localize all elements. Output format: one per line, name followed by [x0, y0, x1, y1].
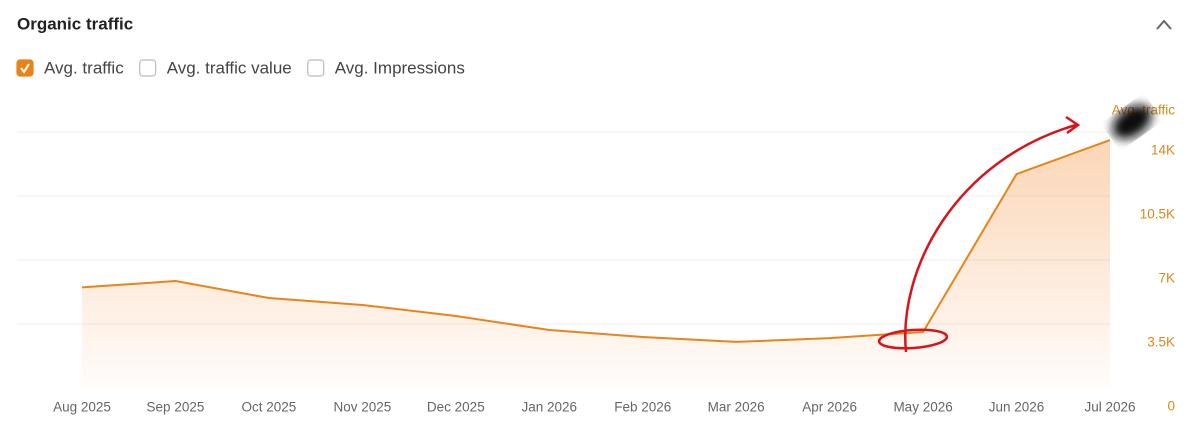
line — [81, 139, 1111, 343]
chart-title: Organic traffic — [17, 14, 133, 33]
checkbox[interactable] — [307, 59, 325, 77]
checkmark — [20, 63, 30, 74]
y-tick-label: 7K — [1158, 271, 1175, 286]
x-tick-label: May 2026 — [893, 400, 952, 415]
x-tick-label: Jun 2026 — [989, 400, 1045, 415]
collapse-chevron[interactable] — [1156, 19, 1172, 30]
x-tick-label: Dec 2025 — [427, 400, 485, 415]
x-tick-label: Sep 2025 — [147, 400, 205, 415]
x-tick-label: Apr 2026 — [802, 400, 857, 415]
x-tick-label: Nov 2025 — [333, 400, 391, 415]
annotation — [877, 104, 1152, 353]
toggles: Avg. traffic Avg. traffic value Avg. Impre… — [16, 58, 465, 77]
area — [82, 140, 1110, 388]
y-tick-label: 3.5K — [1147, 335, 1175, 350]
x-tick-label: Jan 2026 — [521, 400, 577, 415]
x-tick-label: Jul 2026 — [1084, 400, 1135, 415]
toggle-label[interactable]: Avg. traffic value — [167, 58, 292, 77]
checkbox[interactable] — [16, 59, 34, 77]
toggle-label[interactable]: Avg. Impressions — [335, 58, 465, 77]
x-tick-label: Feb 2026 — [614, 400, 671, 415]
y-tick-label: 0 — [1167, 399, 1175, 414]
x-tick-label: Oct 2025 — [242, 400, 297, 415]
y-tick-label: 14K — [1151, 143, 1175, 158]
x-tick-label: Mar 2026 — [708, 400, 765, 415]
x-tick-label: Aug 2025 — [53, 400, 111, 415]
y-tick-label: 10.5K — [1140, 207, 1175, 222]
toggle-label[interactable]: Avg. traffic — [44, 58, 124, 77]
checkbox[interactable] — [139, 59, 157, 77]
